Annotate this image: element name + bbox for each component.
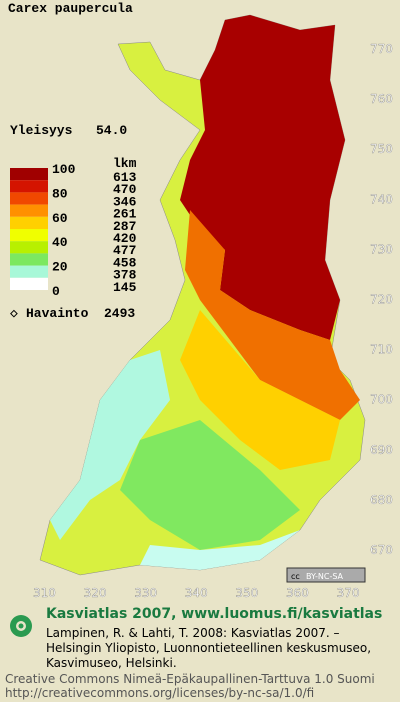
license-line: http://creativecommons.org/licenses/by-n… [5,686,314,700]
site-title: Kasviatlas 2007, www.luomus.fi/kasviatla… [46,606,382,622]
y-coordinate-label: 700 [370,393,393,407]
legend-band [10,216,48,229]
legend-scale-label: 80 [52,186,68,201]
y-coordinate-label: 740 [370,192,393,206]
y-coordinate-label: 760 [370,92,393,106]
map-red-north [180,15,345,340]
legend-band [10,192,48,205]
license-badge-box [286,567,366,583]
x-coordinate-label: 360 [286,586,309,600]
y-coordinate-label: 710 [370,343,393,357]
finland-map [39,14,366,576]
legend-scale-label: 20 [52,260,68,275]
map-cyan-coast [140,530,300,570]
map-cyan-southwest [50,350,170,540]
legend-band [10,277,48,290]
frequency-value: 54.0 [96,123,127,138]
map-green-south [120,420,300,550]
legend-scale-label: 40 [52,235,68,250]
y-coordinate-label: 690 [370,443,393,457]
legend-band [10,241,48,254]
legend-count: 287 [113,219,136,234]
citation-line: Kasvimuseo, Helsinki. [46,656,177,670]
y-coordinate-label: 680 [370,493,393,507]
legend-count: 613 [113,170,137,185]
legend-count: 477 [113,243,136,258]
citation: Lampinen, R. & Lahti, T. 2008: Kasviatla… [46,626,371,670]
map-yellow-middle [180,310,340,470]
species-title: Carex paupercula [8,1,133,16]
x-coordinate-label: 340 [185,586,208,600]
legend: 100 80 60 40 20 0 6134703462612874204774583781… [10,162,137,299]
map-orange-belt [185,210,360,420]
legend-count: 378 [113,268,137,283]
license: Creative Commons Nimeä-Epäkaupallinen-Ta… [5,672,375,700]
x-coordinate-label: 320 [84,586,107,600]
frequency-label: Yleisyys [10,123,73,138]
legend-band [10,229,48,242]
legend-scale-label: 0 [52,284,60,299]
y-coordinate-label: 770 [370,42,393,56]
observations-value: 2493 [104,306,135,321]
license-badge: BY-NC-SA [306,572,344,581]
legend-count: 420 [113,231,137,246]
legend-count: 458 [113,255,137,270]
legend-band [10,265,48,278]
x-coordinate-label: 310 [33,586,56,600]
observations-label: Havainto [26,306,89,321]
map-axes: 770 760 750 740 730 720 710 700 690 680 670 310 320 3… [33,42,393,600]
legend-band [10,180,48,193]
x-coordinate-label: 330 [134,586,157,600]
y-coordinate-label: 720 [370,293,393,307]
logo [10,615,32,637]
count-header: lkm [113,156,137,171]
legend-scale-label: 60 [52,211,68,226]
cc-icon: cc [291,572,300,581]
y-coordinate-label: 750 [370,142,393,156]
y-coordinate-label: 730 [370,242,393,256]
citation-line: Lampinen, R. & Lahti, T. 2008: Kasviatla… [46,626,340,640]
legend-band [10,204,48,217]
y-coordinate-label: 670 [370,543,393,557]
legend-band [10,253,48,266]
legend-band [10,168,48,181]
legend-count: 346 [113,194,137,209]
x-coordinate-label: 350 [235,586,258,600]
legend-count: 261 [113,207,137,222]
license-line: Creative Commons Nimeä-Epäkaupallinen-Ta… [5,672,375,686]
legend-count: 145 [113,280,137,295]
legend-count: 470 [113,182,137,197]
x-coordinate-label: 370 [337,586,360,600]
citation-line: Helsingin Yliopisto, Luonnontieteellinen… [46,641,371,655]
observation-marker: ◇ [10,306,18,321]
legend-scale-label: 100 [52,162,76,177]
